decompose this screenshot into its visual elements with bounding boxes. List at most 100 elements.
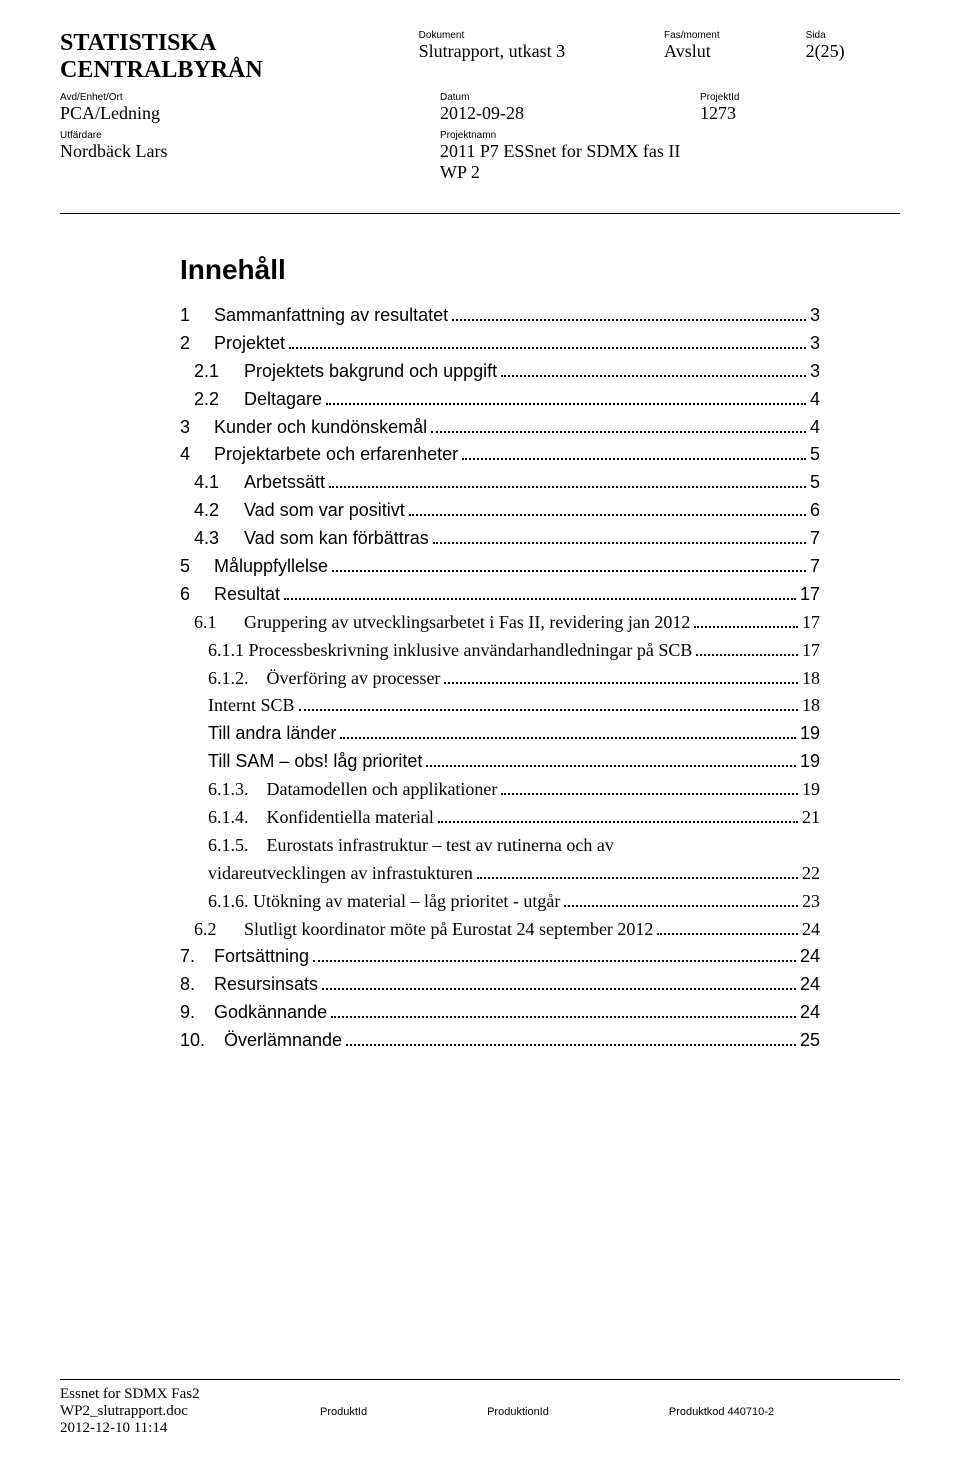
footer-row: Essnet for SDMX Fas2 WP2_slutrapport.doc… — [60, 1386, 900, 1437]
toc-dots — [322, 988, 796, 990]
toc-text: Projektet — [214, 330, 285, 358]
toc-line: Till SAM – obs! låg prioritet19 — [180, 748, 820, 776]
toc-line: 4Projektarbete och erfarenheter5 — [180, 441, 820, 469]
toc-text: vidareutvecklingen av infrastukturen — [208, 860, 473, 888]
datum-col: Datum 2012-09-28 — [440, 92, 700, 124]
header-divider — [60, 213, 900, 214]
toc-dots — [452, 319, 806, 321]
projektid-value: 1273 — [700, 103, 850, 124]
toc-text: Resultat — [214, 581, 280, 609]
toc-dots — [694, 626, 798, 628]
fas-label: Fas/moment — [664, 30, 806, 41]
toc-dots — [313, 960, 796, 962]
header-row: STATISTISKA CENTRALBYRÅN Dokument Slutra… — [60, 30, 900, 84]
footer-produktid: ProduktId — [320, 1406, 367, 1437]
toc-dots — [299, 709, 798, 711]
toc-page: 6 — [810, 497, 820, 525]
toc-page: 3 — [810, 302, 820, 330]
toc-dots — [284, 598, 796, 600]
toc-text: Godkännande — [214, 999, 327, 1027]
toc-dots — [564, 905, 798, 907]
sida-value: 2(25) — [806, 41, 900, 62]
projektnamn-value1: 2011 P7 ESSnet for SDMX fas II — [440, 141, 850, 162]
toc-text: Gruppering av utvecklingsarbetet i Fas I… — [244, 609, 690, 637]
toc-page: 7 — [810, 553, 820, 581]
toc-page: 18 — [802, 692, 820, 720]
content-area: Innehåll 1Sammanfattning av resultatet32… — [60, 254, 900, 1055]
toc-dots — [409, 514, 806, 516]
toc-dots — [657, 933, 798, 935]
toc-text: Resursinsats — [214, 971, 318, 999]
toc-dots — [438, 821, 798, 823]
toc-line: 8.Resursinsats24 — [180, 971, 820, 999]
toc-page: 25 — [800, 1027, 820, 1055]
toc-num: 10. — [180, 1027, 214, 1055]
toc-text: Överlämnande — [214, 1027, 342, 1055]
footer-mid: ProduktId ProduktionId Produktkod 440710… — [320, 1386, 774, 1437]
avd-value: PCA/Ledning — [60, 103, 440, 124]
dokument-label: Dokument — [419, 30, 664, 41]
toc-line: 4.1Arbetssätt5 — [180, 469, 820, 497]
toc-page: 22 — [802, 860, 820, 888]
toc-dots — [433, 542, 806, 544]
toc-num: 6 — [180, 581, 214, 609]
utfardare-label: Utfärdare — [60, 130, 440, 141]
toc-line: 3Kunder och kundönskemål4 — [180, 414, 820, 442]
toc-line: 10. Överlämnande 25 — [180, 1027, 820, 1055]
footer-line3: 2012-12-10 11:14 — [60, 1420, 320, 1437]
toc-line: 5Måluppfyllelse 7 — [180, 553, 820, 581]
datum-label: Datum — [440, 92, 700, 103]
toc-line: 6Resultat17 — [180, 581, 820, 609]
toc-num: 4.1 — [194, 469, 244, 497]
toc-text: Fortsättning — [214, 943, 309, 971]
toc-page: 18 — [802, 665, 820, 693]
toc-text: Kunder och kundönskemål — [214, 414, 427, 442]
toc-page: 24 — [800, 943, 820, 971]
toc-dots — [346, 1044, 796, 1046]
toc-dots — [696, 654, 798, 656]
toc-text: 6.1.4. Konfidentiella material — [208, 804, 434, 832]
footer-produktkod: Produktkod 440710-2 — [669, 1406, 774, 1437]
toc-num: 2 — [180, 330, 214, 358]
toc-line: 7.Fortsättning24 — [180, 943, 820, 971]
dokument-value: Slutrapport, utkast 3 — [419, 41, 664, 62]
toc-num: 5 — [180, 553, 214, 581]
toc-num: 2.1 — [194, 358, 244, 386]
toc-text: 6.1.6. Utökning av material – låg priori… — [208, 888, 560, 916]
toc-container: 1Sammanfattning av resultatet32Projektet… — [180, 302, 820, 1055]
toc-num: 3 — [180, 414, 214, 442]
toc-text: Vad som var positivt — [244, 497, 405, 525]
toc-text: Måluppfyllelse — [214, 553, 328, 581]
toc-dots — [444, 682, 798, 684]
utfardare-block: Utfärdare Nordbäck Lars — [60, 130, 440, 183]
toc-page: 24 — [800, 999, 820, 1027]
toc-dots — [477, 877, 798, 879]
toc-num: 2.2 — [194, 386, 244, 414]
toc-page: 3 — [810, 358, 820, 386]
toc-dots — [331, 1016, 796, 1018]
toc-num: 4.2 — [194, 497, 244, 525]
toc-text: 6.1.1 Processbeskrivning inklusive använ… — [208, 637, 692, 665]
toc-text: Deltagare — [244, 386, 322, 414]
toc-line: 2Projektet3 — [180, 330, 820, 358]
toc-num: 4 — [180, 441, 214, 469]
toc-dots — [329, 486, 806, 488]
org-title: STATISTISKA CENTRALBYRÅN — [60, 30, 419, 84]
toc-line: 4.3Vad som kan förbättras7 — [180, 525, 820, 553]
toc-text: 6.1.5. Eurostats infrastruktur – test av… — [208, 832, 614, 860]
toc-text: Arbetssätt — [244, 469, 325, 497]
toc-line: Internt SCB18 — [180, 692, 820, 720]
datum-value: 2012-09-28 — [440, 103, 700, 124]
footer: Essnet for SDMX Fas2 WP2_slutrapport.doc… — [60, 1379, 900, 1437]
toc-page: 5 — [810, 441, 820, 469]
toc-page: 19 — [800, 720, 820, 748]
toc-page: 23 — [802, 888, 820, 916]
toc-text: Slutligt koordinator möte på Eurostat 24… — [244, 916, 653, 944]
toc-page: 4 — [810, 386, 820, 414]
projektnamn-value2: WP 2 — [440, 162, 850, 183]
sida-col: Sida 2(25) — [806, 30, 900, 62]
toc-line: Till andra länder19 — [180, 720, 820, 748]
avd-block: Avd/Enhet/Ort PCA/Ledning — [60, 92, 440, 124]
toc-page: 21 — [802, 804, 820, 832]
toc-dots — [326, 403, 806, 405]
